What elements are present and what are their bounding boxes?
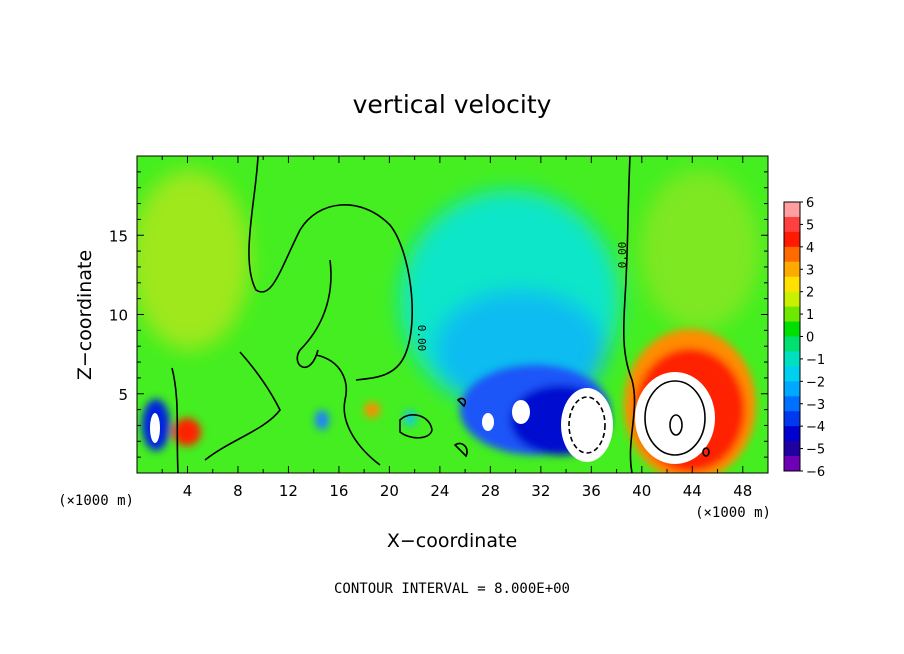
zero-contour-right [622, 156, 636, 473]
x-unit-right: (×1000 m) [695, 505, 771, 521]
colorbar-swatch [784, 291, 800, 308]
updraft-core-white [635, 372, 715, 464]
x-tick-label: 12 [279, 482, 298, 500]
x-tick-label: 44 [683, 482, 702, 500]
plot-area: 0.00 0.00 [137, 156, 768, 473]
contour-downdraft-inner [568, 396, 606, 454]
x-tick-label: 32 [531, 482, 550, 500]
x-axis-ticks: 4 8 12 16 20 24 28 32 36 40 44 48 [161, 156, 752, 500]
y-tick-label: 15 [109, 227, 128, 245]
y-axis-ticks: 5 10 15 [109, 171, 768, 458]
colorbar-label: −4 [806, 420, 825, 435]
zero-contour-low-left [171, 351, 281, 473]
colorbar-swatch [784, 202, 800, 218]
colorbar-swatch [784, 426, 800, 442]
x-tick-label: 24 [430, 482, 449, 500]
zero-contour-islands [399, 397, 468, 458]
colorbar-label: 0 [806, 331, 814, 346]
colorbar-swatch [784, 351, 800, 367]
right-upper-tint [640, 170, 760, 330]
x-tick-label: 28 [481, 482, 500, 500]
colorbar-swatch [784, 246, 800, 263]
colorbar-swatch [784, 231, 800, 248]
y-axis-label: Z−coordinate [74, 250, 96, 380]
left-core-white [150, 413, 160, 443]
colorbar-swatch [784, 216, 800, 233]
left-field-tint [137, 170, 250, 350]
contour-lines [171, 156, 710, 473]
colorbar-swatch [784, 396, 800, 412]
colorbar-swatch [784, 306, 800, 323]
colorbar-label: 4 [806, 241, 814, 256]
x-tick-label: 40 [632, 482, 651, 500]
small-blue-1 [315, 410, 329, 430]
left-red-cell [173, 418, 201, 446]
y-tick-label: 10 [109, 307, 128, 325]
chart-title: vertical velocity [353, 90, 552, 119]
x-tick-label: 4 [183, 482, 193, 500]
y-tick-label: 5 [118, 386, 128, 404]
colorbar-swatch [784, 276, 800, 293]
colorbar-swatch [784, 336, 800, 352]
small-blue-2 [404, 410, 416, 426]
colorbar-label: 1 [806, 308, 814, 323]
zero-contour-mid [296, 259, 332, 369]
contour-updraft-outer [644, 380, 706, 456]
x-tick-label: 16 [329, 482, 348, 500]
colorbar-swatch [784, 441, 800, 457]
contour-updraft-small [702, 447, 710, 457]
colorbar-swatch [784, 456, 800, 472]
downdraft-small-white-2 [482, 413, 494, 431]
colorbar-label: 2 [806, 286, 814, 301]
colorbar-label: −1 [806, 353, 825, 368]
colorbar-label: 3 [806, 263, 814, 278]
zero-contour-low-mid [315, 354, 381, 466]
colorbar-swatch [784, 321, 800, 337]
colorbar-swatch [784, 261, 800, 278]
colorbar-swatch [784, 411, 800, 427]
colorbar-label: −6 [806, 465, 825, 480]
downdraft-small-white-1 [512, 400, 530, 424]
contour-label-right: 0.00 [616, 242, 629, 269]
contour-interval-note: CONTOUR INTERVAL = 8.000E+00 [334, 581, 570, 597]
colorbar-label: 6 [806, 196, 814, 211]
colorbar-swatch [784, 381, 800, 397]
contour-label-mid: 0.00 [415, 325, 428, 352]
x-tick-label: 20 [380, 482, 399, 500]
zero-contour-left-arch [248, 156, 414, 381]
colorbar: 6 5 4 3 2 1 0 −1 −2 −3 −4 −5 −6 [783, 196, 825, 480]
colorbar-swatch [784, 366, 800, 382]
x-tick-label: 48 [733, 482, 752, 500]
colorbar-label: −5 [806, 443, 825, 458]
x-axis-label: X−coordinate [387, 530, 517, 552]
x-unit-left: (×1000 m) [58, 493, 134, 509]
contour-updraft-inner [669, 414, 683, 436]
colorbar-label: 5 [806, 218, 814, 233]
colorbar-label: −2 [806, 375, 825, 390]
small-red-1 [364, 402, 380, 418]
x-tick-label: 36 [582, 482, 601, 500]
colorbar-label: −3 [806, 398, 825, 413]
x-tick-label: 8 [233, 482, 243, 500]
